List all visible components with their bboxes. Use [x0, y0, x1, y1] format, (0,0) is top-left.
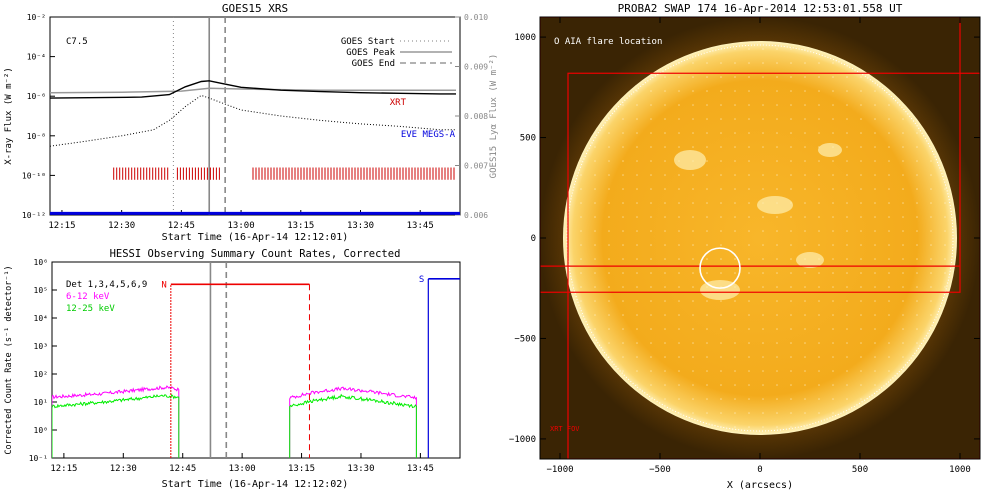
hessi-6-12-kev-line — [289, 386, 417, 458]
swap-x-tick-label: −1000 — [546, 465, 573, 475]
swap-y-tick-label: 1000 — [514, 33, 536, 43]
hessi-x-tick-label: 12:30 — [110, 464, 137, 474]
goes-class-label: C7.5 — [66, 37, 88, 47]
goes-y2-label: GOES15 Lyα Flux (W m⁻²) — [489, 54, 499, 179]
goes-y-tick-label: 10⁻⁴ — [27, 53, 46, 62]
hessi-x-tick-label: 12:15 — [50, 464, 77, 474]
goes-short-channel-line — [50, 94, 456, 147]
swap-y-tick-label: 500 — [520, 134, 536, 144]
goes-legend: GOES Start GOES Peak GOES End — [341, 37, 452, 69]
fov-box-a — [540, 17, 961, 293]
goes-y-tick-label: 10⁻¹² — [22, 211, 46, 220]
hessi-y-tick-label: 10⁴ — [34, 314, 48, 323]
goes-x-tick-label: 13:00 — [228, 221, 255, 231]
goes-y2-tick-label: 0.009 — [464, 63, 488, 72]
legend-12-25-kev: 12-25 keV — [66, 304, 115, 314]
legend-goes-end: GOES End — [352, 59, 395, 69]
goes-x-tick-label: 12:30 — [108, 221, 135, 231]
goes-y-tick-label: 10⁻⁸ — [27, 132, 46, 141]
goes-title: GOES15 XRS — [222, 2, 288, 15]
goes-x-tick-label: 12:45 — [168, 221, 195, 231]
goes-y2-tick-label: 0.006 — [464, 211, 488, 220]
goes-x-tick-label: 12:15 — [48, 221, 75, 231]
night-label: N — [161, 280, 166, 290]
hessi-y-tick-label: 10² — [34, 370, 48, 379]
goes-x-label: Start Time (16-Apr-14 12:12:01) — [162, 232, 349, 243]
swap-x-tick-label: −500 — [649, 465, 671, 475]
swap-image — [540, 17, 980, 459]
fov-overlays — [540, 17, 980, 459]
swap-panel: PROBA2 SWAP 174 16-Apr-2014 12:53:01.558… — [509, 2, 981, 491]
goes-y-axis: 10⁻¹² 10⁻¹⁰ 10⁻⁸ 10⁻⁶ 10⁻⁴ 10⁻² — [22, 13, 55, 220]
goes-y-tick-label: 10⁻² — [27, 13, 46, 22]
hessi-x-tick-label: 13:15 — [288, 464, 315, 474]
swap-x-tick-label: 500 — [852, 465, 868, 475]
hessi-y-tick-label: 10⁻¹ — [29, 454, 48, 463]
hessi-12-25-kev-line — [289, 393, 417, 458]
hessi-x-tick-label: 13:45 — [407, 464, 434, 474]
limb-grid-circle — [566, 44, 954, 432]
hessi-plot-area: NS — [52, 262, 460, 458]
hessi-title: HESSI Observing Summary Count Rates, Cor… — [110, 248, 401, 260]
swap-y-tick-label: 0 — [531, 234, 536, 244]
goes-y-tick-label: 10⁻⁶ — [27, 92, 46, 101]
swap-title: PROBA2 SWAP 174 16-Apr-2014 12:53:01.558… — [618, 2, 903, 15]
goes-y-label: X-ray Flux (W m⁻²) — [4, 67, 14, 165]
goes-plot-frame — [49, 16, 461, 216]
goes-plot-area — [50, 17, 460, 215]
xrt-fov-label: XRT FOV — [550, 425, 580, 433]
hessi-x-tick-label: 13:00 — [229, 464, 256, 474]
hessi-y-label: Corrected Count Rate (s⁻¹ detector⁻¹) — [4, 265, 14, 454]
hessi-y-tick-label: 10⁵ — [34, 286, 48, 295]
hessi-12-25-kev-line — [52, 393, 180, 458]
flare-annotation: O AIA flare location — [554, 37, 662, 47]
swap-x-tick-label: 0 — [757, 465, 762, 475]
legend-goes-start: GOES Start — [341, 37, 395, 47]
legend-goes-peak: GOES Peak — [346, 48, 395, 58]
hessi-x-tick-label: 12:45 — [169, 464, 196, 474]
hessi-y-tick-label: 10¹ — [34, 398, 48, 407]
swap-y-tick-label: −500 — [514, 334, 536, 344]
swap-x-tick-label: 1000 — [949, 465, 971, 475]
swap-y-tick-label: −1000 — [509, 435, 536, 445]
eve-series-label: EVE MEGS-A — [401, 130, 456, 140]
hessi-detectors: Det 1,3,4,5,6,9 — [66, 280, 147, 290]
hessi-y-axis: 10⁻¹ 10⁰ 10¹ 10² 10³ 10⁴ 10⁵ 10⁶ — [29, 258, 57, 463]
swap-axes: −1000 −500 0 500 1000 −1000 −500 0 500 1000 — [509, 17, 980, 475]
saa-label: S — [419, 275, 424, 285]
goes-y2-tick-label: 0.010 — [464, 13, 488, 22]
hessi-panel: HESSI Observing Summary Count Rates, Cor… — [4, 248, 461, 490]
goes-y2-axis: 0.006 0.007 0.008 0.009 0.010 — [455, 13, 488, 220]
hessi-y-tick-label: 10⁶ — [34, 258, 48, 267]
xrt-series-label: XRT — [390, 98, 407, 108]
goes-long-channel-line — [50, 80, 456, 99]
hessi-x-axis: 12:15 12:30 12:45 13:00 13:15 13:30 13:45 — [50, 453, 434, 474]
goes-panel: GOES15 XRS 10⁻¹² 10⁻¹⁰ 10⁻⁸ 10⁻⁶ 10⁻⁴ 10⁻² 0.… — [4, 2, 499, 243]
hessi-y-tick-label: 10³ — [34, 342, 48, 351]
goes-x-tick-label: 13:45 — [407, 221, 434, 231]
hessi-y-tick-label: 10⁰ — [34, 426, 48, 435]
hessi-plot-frame — [51, 261, 461, 459]
goes-y-tick-label: 10⁻¹⁰ — [22, 171, 46, 180]
goes-y2-tick-label: 0.008 — [464, 112, 488, 121]
lyman-alpha-line — [50, 87, 456, 94]
goes-x-tick-label: 13:15 — [287, 221, 314, 231]
goes-y2-tick-label: 0.007 — [464, 162, 488, 171]
legend-6-12-kev: 6-12 keV — [66, 292, 110, 302]
hessi-6-12-kev-line — [52, 385, 180, 458]
hessi-x-tick-label: 13:30 — [347, 464, 374, 474]
swap-x-label: X (arcsecs) — [727, 480, 793, 491]
goes-x-tick-label: 13:30 — [347, 221, 374, 231]
flare-location-circle — [699, 247, 741, 289]
hessi-x-label: Start Time (16-Apr-14 12:12:02) — [162, 479, 349, 490]
